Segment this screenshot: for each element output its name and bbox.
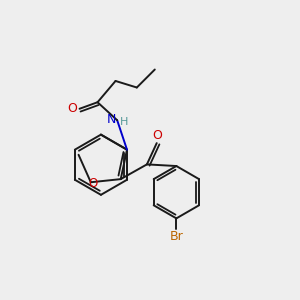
Text: N: N <box>106 113 116 126</box>
Text: Br: Br <box>169 230 183 243</box>
Text: O: O <box>152 129 162 142</box>
Text: H: H <box>120 117 129 127</box>
Text: O: O <box>68 102 77 115</box>
Text: O: O <box>89 177 98 190</box>
